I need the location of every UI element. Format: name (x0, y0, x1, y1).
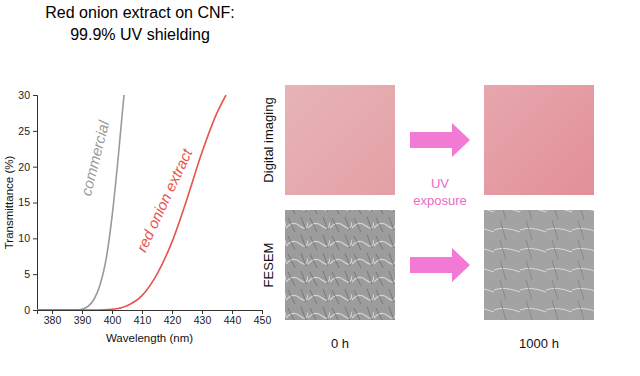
axis-line (33, 96, 38, 311)
figure: Red onion extract on CNF: 99.9% UV shield… (0, 0, 640, 376)
arrow (410, 123, 470, 157)
tick-mark (33, 95, 37, 96)
tick: 25 (18, 125, 37, 137)
tick-mark (202, 310, 203, 314)
tick-label: 450 (254, 314, 272, 326)
tick: 410 (134, 310, 152, 326)
tick-mark (232, 310, 233, 314)
x-axis: 380 390 400 410 420 430 440 450 (38, 310, 272, 326)
tick-label: 430 (194, 314, 212, 326)
tick-mark (33, 310, 37, 311)
tick: 390 (74, 310, 92, 326)
x-axis-title: Wavelength (nm) (106, 332, 193, 344)
row-label: Digital imaging (261, 97, 276, 182)
tick: 30 (18, 89, 37, 101)
tick-label: 5 (24, 268, 30, 280)
chart-title: Red onion extract on CNF: 99.9% UV shield… (45, 4, 234, 43)
tick: 380 (44, 310, 62, 326)
tick-mark (33, 167, 37, 168)
tick-mark (33, 203, 37, 204)
tick-label: 20 (18, 161, 30, 173)
sample-image (285, 210, 395, 320)
sample-image (484, 210, 594, 320)
tick: 400 (104, 310, 122, 326)
time-label: 0 h (331, 336, 349, 351)
tick: 450 (254, 310, 272, 326)
sample-image (484, 85, 594, 195)
tick-mark (33, 238, 37, 239)
title-line: 99.9% UV shielding (70, 26, 210, 43)
arrow-label: UV exposure (413, 176, 466, 208)
y-axis: 0 5 10 15 20 25 30 (18, 89, 37, 316)
y-axis-title: Transmittance (%) (3, 156, 15, 250)
tick: 0 (24, 304, 37, 316)
time-label: 1000 h (519, 336, 559, 351)
tick-mark (142, 310, 143, 314)
plot-area (37, 95, 226, 310)
sample-image (285, 85, 395, 195)
tick: 420 (164, 310, 182, 326)
tick: 15 (18, 196, 37, 208)
title-line: Red onion extract on CNF: (45, 4, 234, 21)
series-line (37, 95, 124, 310)
tick-mark (262, 310, 263, 314)
tick-label: 410 (134, 314, 152, 326)
tick-label: 420 (164, 314, 182, 326)
tick-label: 30 (18, 89, 30, 101)
tick-mark (112, 310, 113, 314)
tick-label: 15 (18, 196, 30, 208)
tick: 5 (24, 268, 37, 280)
arrow (410, 248, 470, 282)
tick: 440 (224, 310, 242, 326)
tick-label: 380 (44, 314, 62, 326)
tick-mark (52, 310, 53, 314)
tick-mark (82, 310, 83, 314)
tick-mark (33, 131, 37, 132)
tick: 10 (18, 232, 37, 244)
tick-mark (172, 310, 173, 314)
tick-label: 400 (104, 314, 122, 326)
tick-mark (33, 274, 37, 275)
arrow-label-line: UV (431, 176, 449, 191)
tick: 430 (194, 310, 212, 326)
tick: 20 (18, 161, 37, 173)
tick-label: 0 (24, 304, 30, 316)
series-line (37, 95, 226, 310)
series-label: red onion extract (133, 145, 196, 254)
row-label: FESEM (261, 243, 276, 288)
series-label: commercial (77, 118, 112, 197)
tick-label: 440 (224, 314, 242, 326)
tick-label: 390 (74, 314, 92, 326)
tick-label: 25 (18, 125, 30, 137)
tick-label: 10 (18, 232, 30, 244)
arrow-label-line: exposure (413, 193, 466, 208)
